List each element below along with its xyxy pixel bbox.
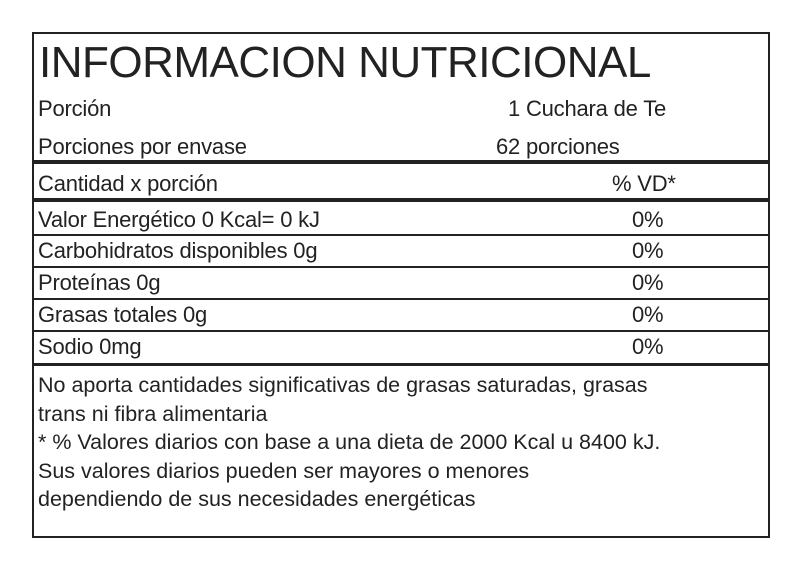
nutrition-facts-label: INFORMACION NUTRICIONAL Porción 1 Cuchar… [32,32,770,538]
daily-value-header: % VD* [612,171,676,196]
footnote-line: trans ni fibra alimentaria [38,401,268,426]
serving-value: 1 Cuchara de Te [508,96,667,121]
footnote-line: * % Valores diarios con base a una dieta… [38,430,661,455]
footnote-line: No aporta cantidades significativas de g… [38,373,648,397]
footnote-line: dependiendo de sus necesidades energétic… [38,487,476,512]
thick-divider-top [34,160,768,164]
footnotes: No aporta cantidades significativas de g… [38,371,766,514]
nutrient-label: Proteínas 0g [38,270,161,295]
nutrient-label: Carbohidratos disponibles 0g [38,238,318,263]
amount-per-serving-label: Cantidad x porción [38,171,218,196]
nutrient-label: Sodio 0mg [38,334,142,359]
serving-label: Porción [38,96,112,121]
row-divider [34,298,768,300]
nutrient-label: Grasas totales 0g [38,302,208,327]
footnote-line: Sus valores diarios pueden ser mayores o… [38,458,530,483]
nutrient-value: 0% [632,270,664,295]
nutrient-value: 0% [632,207,664,232]
nutrient-value: 0% [632,334,664,359]
nutrient-value: 0% [632,238,664,263]
label-title: INFORMACION NUTRICIONAL [39,38,651,87]
row-divider [34,266,768,268]
nutrient-value: 0% [632,302,664,327]
row-divider [34,234,768,236]
nutrient-label: Valor Energético 0 Kcal= 0 kJ [38,207,320,232]
section-divider [34,363,768,366]
row-divider [34,330,768,332]
thick-divider-bottom [34,198,768,202]
servings-per-container-value: 62 porciones [496,134,620,159]
servings-per-container-label: Porciones por envase [38,134,247,159]
